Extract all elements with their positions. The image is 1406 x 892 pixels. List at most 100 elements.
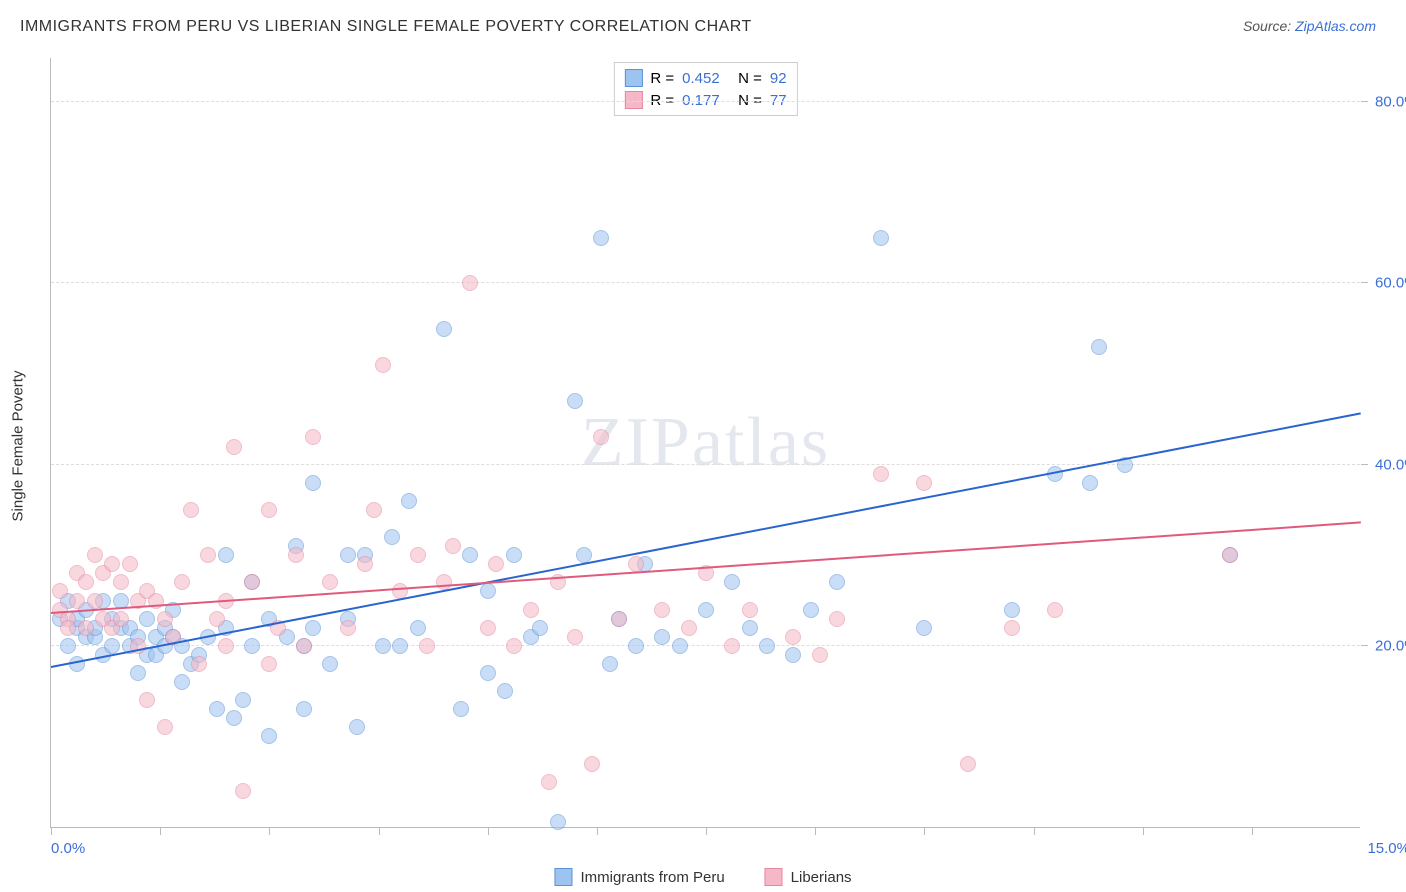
- x-tick-mark: [379, 828, 380, 835]
- scatter-point: [480, 583, 496, 599]
- scatter-point: [305, 620, 321, 636]
- chart-title: IMMIGRANTS FROM PERU VS LIBERIAN SINGLE …: [20, 18, 752, 36]
- scatter-point: [410, 620, 426, 636]
- scatter-point: [567, 629, 583, 645]
- scatter-point: [349, 719, 365, 735]
- scatter-point: [104, 638, 120, 654]
- scatter-point: [419, 638, 435, 654]
- scatter-point: [209, 611, 225, 627]
- scatter-point: [209, 701, 225, 717]
- y-tick-mark: [1361, 645, 1368, 646]
- r-value-liberians: 0.177: [682, 92, 730, 109]
- scatter-point: [724, 638, 740, 654]
- watermark-text: ZIPatlas: [581, 403, 830, 483]
- legend-row-peru: R = 0.452 N = 92: [624, 67, 786, 89]
- scatter-point: [122, 556, 138, 572]
- plot-area: ZIPatlas R = 0.452 N = 92 R = 0.177 N = …: [50, 58, 1360, 828]
- scatter-point: [191, 656, 207, 672]
- scatter-point: [340, 620, 356, 636]
- scatter-point: [174, 574, 190, 590]
- scatter-point: [69, 593, 85, 609]
- scatter-point: [296, 701, 312, 717]
- scatter-point: [567, 393, 583, 409]
- scatter-point: [462, 275, 478, 291]
- scatter-point: [157, 611, 173, 627]
- grid-line: [51, 282, 1360, 283]
- trend-line: [51, 413, 1361, 669]
- scatter-point: [916, 475, 932, 491]
- scatter-point: [322, 656, 338, 672]
- scatter-point: [785, 629, 801, 645]
- scatter-point: [550, 814, 566, 830]
- source-prefix: Source:: [1243, 18, 1295, 34]
- y-axis-title: Single Female Poverty: [10, 371, 27, 522]
- scatter-point: [60, 620, 76, 636]
- scatter-point: [183, 502, 199, 518]
- legend-row-liberians: R = 0.177 N = 77: [624, 89, 786, 111]
- grid-line: [51, 464, 1360, 465]
- x-tick-mark: [51, 828, 52, 835]
- scatter-point: [130, 665, 146, 681]
- scatter-point: [873, 466, 889, 482]
- scatter-point: [52, 583, 68, 599]
- r-label: R =: [650, 92, 674, 109]
- scatter-point: [78, 620, 94, 636]
- scatter-point: [1091, 339, 1107, 355]
- x-axis-min-label: 0.0%: [51, 840, 85, 857]
- scatter-point: [87, 593, 103, 609]
- scatter-point: [384, 529, 400, 545]
- y-tick-label: 80.0%: [1375, 94, 1406, 111]
- scatter-point: [60, 638, 76, 654]
- scatter-point: [523, 602, 539, 618]
- scatter-point: [235, 692, 251, 708]
- legend-label: Liberians: [791, 869, 852, 886]
- scatter-point: [401, 493, 417, 509]
- n-label: N =: [738, 70, 762, 87]
- source-link[interactable]: ZipAtlas.com: [1295, 18, 1376, 34]
- scatter-point: [742, 602, 758, 618]
- scatter-point: [480, 665, 496, 681]
- scatter-point: [200, 547, 216, 563]
- scatter-point: [78, 574, 94, 590]
- scatter-point: [87, 547, 103, 563]
- scatter-point: [584, 756, 600, 772]
- scatter-point: [593, 429, 609, 445]
- scatter-point: [506, 547, 522, 563]
- x-tick-mark: [597, 828, 598, 835]
- scatter-point: [960, 756, 976, 772]
- scatter-point: [488, 556, 504, 572]
- scatter-point: [812, 647, 828, 663]
- x-tick-mark: [269, 828, 270, 835]
- swatch-liberians: [624, 91, 642, 109]
- scatter-point: [157, 719, 173, 735]
- scatter-point: [226, 439, 242, 455]
- scatter-point: [480, 620, 496, 636]
- scatter-point: [681, 620, 697, 636]
- scatter-point: [104, 556, 120, 572]
- scatter-point: [113, 574, 129, 590]
- x-tick-mark: [924, 828, 925, 835]
- scatter-point: [366, 502, 382, 518]
- r-value-peru: 0.452: [682, 70, 730, 87]
- legend-item-peru: Immigrants from Peru: [554, 868, 724, 886]
- swatch-peru: [624, 69, 642, 87]
- y-tick-mark: [1361, 464, 1368, 465]
- scatter-point: [305, 429, 321, 445]
- x-tick-mark: [1034, 828, 1035, 835]
- x-tick-mark: [160, 828, 161, 835]
- scatter-point: [462, 547, 478, 563]
- y-tick-mark: [1361, 282, 1368, 283]
- scatter-point: [628, 638, 644, 654]
- scatter-point: [261, 728, 277, 744]
- scatter-point: [261, 502, 277, 518]
- scatter-point: [1047, 602, 1063, 618]
- scatter-point: [235, 783, 251, 799]
- scatter-point: [261, 656, 277, 672]
- scatter-point: [593, 230, 609, 246]
- x-tick-mark: [488, 828, 489, 835]
- scatter-point: [226, 710, 242, 726]
- scatter-point: [296, 638, 312, 654]
- scatter-point: [139, 611, 155, 627]
- scatter-point: [1004, 602, 1020, 618]
- x-axis-max-label: 15.0%: [1367, 840, 1406, 857]
